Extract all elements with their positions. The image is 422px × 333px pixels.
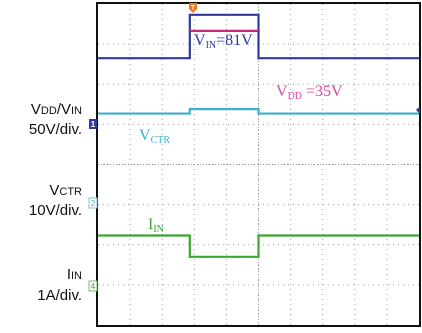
vctr-label-main: V [49,182,60,199]
svg-text:T: T [191,5,196,12]
vin-annotation: VIN=81V [194,32,253,51]
svg-text:1: 1 [91,120,96,129]
iin-label: IIN [67,266,82,285]
i-in-trace [98,234,419,258]
trigger-marker: T [189,3,197,13]
iin-label-main: I [66,266,71,283]
vctr-annotation: VCTR [139,127,170,146]
vdd-label-sub: DD [40,105,57,117]
traces [98,13,419,258]
v-in-trace [98,13,419,60]
trigger-level-marker [416,106,420,114]
grid [98,4,419,325]
iin-label-sub: IN [71,270,82,282]
ch1-marker: 1 [89,119,97,129]
svg-text:2: 2 [91,199,96,208]
svg-text:4: 4 [91,282,96,291]
ch2-marker: 2 [88,197,98,209]
vdd-vin-label: VDD/VIN [31,101,82,120]
vctr-label-sub: CTR [59,186,82,198]
v-ctr-trace [98,108,419,115]
iin-scale-label: 1A/div. [37,287,82,304]
vdd-scale-label: 50V/div. [28,121,82,138]
iin-annotation: IIN [148,216,164,235]
vin-label-sep: /V [56,101,71,118]
vdd-label-main: V [30,101,41,118]
vctr-scale-label: 10V/div. [28,202,82,219]
vdd-annotation: VDD =35V [276,83,343,102]
vin-label-sub: IN [71,105,82,117]
screen-frame [96,2,421,327]
ch4-marker: 4 [88,280,98,292]
vctr-label: VCTR [49,182,82,201]
